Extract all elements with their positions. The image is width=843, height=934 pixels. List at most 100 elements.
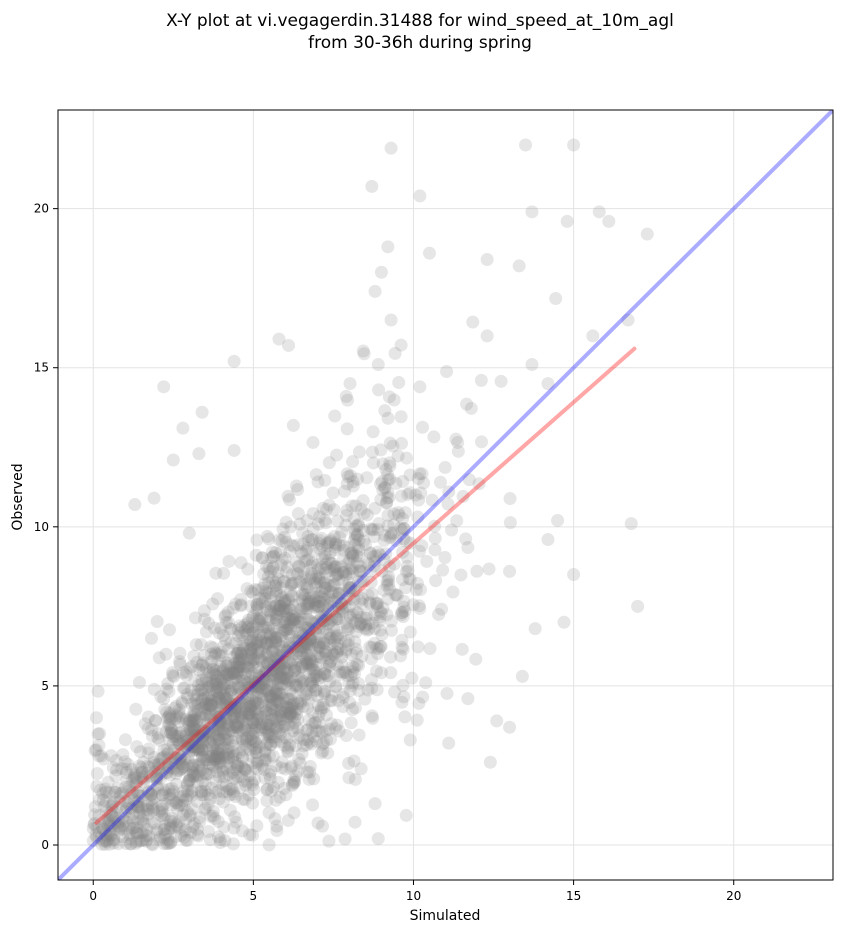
scatter-point [266,666,280,680]
scatter-point [470,564,484,578]
scatter-point [123,826,137,840]
scatter-point [219,691,233,705]
scatter-point [169,777,183,791]
scatter-point [251,762,265,776]
scatter-point [225,751,239,765]
scatter-point [311,638,325,652]
scatter-point [253,628,267,642]
scatter-point [96,821,110,835]
scatter-point [233,619,247,633]
scatter-point [144,787,158,801]
scatter-point [299,723,313,737]
scatter-point [246,796,260,810]
scatter-point [230,659,244,673]
scatter-point [271,678,285,692]
scatter-point [252,679,266,693]
scatter-point [267,549,281,563]
scatter-point [397,600,411,614]
scatter-point [288,716,302,730]
scatter-point [230,667,244,681]
scatter-point [194,788,208,802]
scatter-point [199,708,213,722]
scatter-point [187,721,201,735]
scatter-point [325,557,339,571]
scatter-point [252,681,266,695]
scatter-point [361,683,375,697]
scatter-point [158,827,172,841]
scatter-point [323,596,337,610]
scatter-point [243,651,257,665]
scatter-point [185,765,199,779]
scatter-point [152,757,166,771]
scatter-point [366,522,380,536]
scatter-point [103,837,117,851]
scatter-point [246,738,260,752]
scatter-point [309,666,323,680]
scatter-point [283,738,297,752]
scatter-point [233,626,247,640]
scatter-point [129,771,143,785]
scatter-point [271,652,285,666]
scatter-point [368,284,382,298]
scatter-point [196,665,210,679]
scatter-point [257,567,271,581]
scatter-point [252,720,266,734]
scatter-point [313,671,327,685]
scatter-point [241,620,255,634]
scatter-point [227,354,241,368]
scatter-point [193,711,207,725]
scatter-point [360,608,374,622]
scatter-point [312,570,326,584]
scatter-point [442,736,456,750]
scatter-point [167,750,181,764]
scatter-point [250,598,264,612]
scatter-point [278,530,292,544]
scatter-point [294,641,308,655]
scatter-point [252,669,266,683]
scatter-point [231,700,245,714]
scatter-point [271,775,285,789]
scatter-point [198,803,212,817]
scatter-point [223,760,237,774]
scatter-point [258,577,272,591]
scatter-point [270,819,284,833]
scatter-point [197,604,211,618]
scatter-point [129,825,143,839]
scatter-point [310,649,324,663]
scatter-point [300,577,314,591]
scatter-point [163,768,177,782]
scatter-point [567,138,581,152]
scatter-point [130,821,144,835]
scatter-point [306,657,320,671]
scatter-point [220,716,234,730]
scatter-point [100,813,114,827]
scatter-point [194,784,208,798]
scatter-point [173,756,187,770]
scatter-point [318,587,332,601]
scatter-point [129,702,143,716]
scatter-point [92,749,106,763]
scatter-point [181,789,195,803]
scatter-point [155,751,169,765]
scatter-point [602,214,616,228]
scatter-point [259,717,273,731]
scatter-point [229,721,243,735]
scatter-point [314,595,328,609]
scatter-point [490,714,504,728]
regression-line [94,346,637,825]
scatter-point [292,560,306,574]
scatter-point [326,586,340,600]
scatter-point [217,670,231,684]
scatter-point [142,786,156,800]
scatter-point [274,687,288,701]
scatter-point [311,475,325,489]
scatter-point [286,641,300,655]
scatter-point [412,696,426,710]
scatter-point [388,588,402,602]
scatter-point [355,592,369,606]
scatter-point [198,691,212,705]
scatter-point [183,731,197,745]
scatter-point [315,609,329,623]
scatter-point [162,836,176,850]
scatter-point [263,628,277,642]
